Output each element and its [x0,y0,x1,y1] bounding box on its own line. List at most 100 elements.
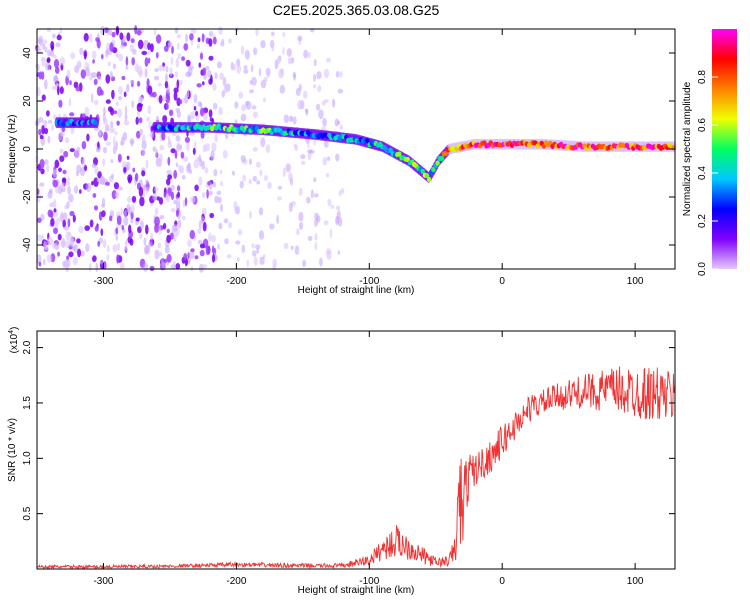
spectrogram-noise-dot [102,238,107,249]
spectrogram-noise-dot [217,196,222,204]
spectrogram-noise-dot [302,259,307,268]
spectrogram-noise-dot [116,215,122,225]
spectrogram-noise-dot [44,244,49,251]
spectrogram-noise-dot [62,169,67,175]
spectrogram-noise-dot [185,33,188,43]
spectrogram-noise-dot [224,238,229,245]
spectrogram-noise-dot [95,262,99,273]
spectrogram-noise-dot [176,145,180,153]
spectrogram-noise-dot [115,191,120,199]
spectrogram-noise-dot [60,131,66,137]
spectrogram-noise-dot [154,249,160,260]
spectrogram-noise-dot [282,167,286,178]
spectrogram-noise-dot [298,83,302,92]
spectrogram-noise-dot [225,132,229,140]
spectrogram-noise-dot [300,154,306,160]
spectrogram-noise-dot [126,32,131,42]
snr-y-tick-label: 2.0 [22,340,33,354]
spectrogram-noise-dot [334,118,340,127]
spectrogram-noise-dot [80,250,85,257]
spectrogram-noise-dot [59,155,65,162]
spectrogram-noise-dot [227,222,233,229]
spectrogram-noise-dot [123,120,130,126]
spectrogram-noise-dot [208,190,213,196]
spectrogram-noise-dot [317,85,322,93]
snr-frame [36,330,676,570]
spectrogram-noise-dot [222,77,227,87]
spectrogram-noise-dot [327,198,332,207]
spectrogram-noise-dot [223,84,228,94]
spectrogram-noise-dot [201,33,205,43]
spectrogram-noise-dot [202,81,205,86]
spectrogram-noise-dot [313,73,317,82]
spectrogram-noise-dot [174,71,178,78]
spectrogram-noise-dot [147,105,152,115]
spectrogram-noise-dot [80,69,87,79]
spectrogram-x-axis: -300 -200 -100 0 100 [93,29,644,287]
snr-y-label: SNR (10 * v/v) [7,418,18,482]
spectrogram-noise-dot [139,220,144,230]
spectrogram-noise-dot [84,225,90,232]
spectrogram-noise-dot [143,237,147,246]
spectrogram-noise-dot [105,181,110,186]
spectrogram-noise-dot [321,100,326,106]
spectrogram-noise-dot [248,158,253,165]
spectrogram-noise-dot [163,191,167,198]
spectrogram-noise-dot [301,160,306,166]
spectrogram-noise-dot [113,182,119,190]
spectrogram-noise-dot [146,78,150,88]
spectrogram-noise-dot [211,142,217,152]
spectrogram-noise-dot [144,68,148,78]
spectrogram-y-axis: -40 -20 0 20 40 [22,47,675,252]
spectrogram-noise-dot [226,254,232,259]
spectrogram-noise-dot [148,241,153,248]
spectrogram-noise-dot [135,116,139,125]
spectrogram-noise-dot [110,107,115,116]
colorbar-tick-label: 0.4 [697,166,708,180]
spectrogram-noise-dot [111,31,116,38]
spectrogram-noise-dot [59,86,64,95]
spectrogram-noise-dot [94,225,99,232]
spectrogram-noise-dot [53,75,59,84]
spectrogram-noise-dot [76,238,81,244]
spectrogram-noise-dot [67,218,71,228]
spectrogram-noise-dot [189,33,194,41]
spectrogram-noise-dot [235,240,241,245]
spectrogram-noise-dot [263,76,268,83]
spectrogram-noise-dot [189,65,194,70]
colorbar-gradient [712,29,737,269]
spectrogram-noise-dot [97,131,102,138]
spectrogram-trace-cell [420,168,425,174]
spectrogram-noise-dot [89,219,94,228]
spectrogram-noise-dot [157,242,162,249]
spectrogram-noise-dot [252,147,258,152]
spectrogram-noise-dot [154,207,159,216]
spectrogram-noise-dot [64,240,71,249]
spectrogram-noise-dot [219,181,224,186]
spectrogram-noise-dot [150,92,154,97]
spectrogram-noise-dot [242,174,247,182]
spectrogram-noise-dot [205,65,210,71]
spectrogram-noise-dot [68,251,74,258]
spectrogram-noise-dot [44,46,48,53]
spectrogram-noise-dot [157,158,163,168]
spectrogram-noise-dot [325,248,332,256]
spectrogram-noise-dot [293,143,298,148]
spectrogram-noise-dot [285,163,291,173]
spectrogram-noise-dot [70,52,76,60]
spectrogram-noise-dot [187,252,190,259]
spectrogram-noise-dot [103,131,108,141]
spectrogram-noise-dot [102,118,108,125]
spectrogram-noise-dot [53,208,57,213]
spectrogram-noise-dot [337,88,344,94]
snr-x-tick-label: -100 [359,576,379,587]
spectrogram-noise-dot [63,258,69,269]
spectrogram-noise-dot [111,190,117,200]
spectrogram-noise-dot [260,137,266,148]
spectrogram-noise-dot [186,142,190,151]
spectrogram-y-tick-label: 0 [22,146,33,152]
spectrogram-noise-dot [216,61,222,69]
spectrogram-y-label: Frequency (Hz) [7,115,18,184]
spectrogram-noise-dot [122,132,128,141]
spectrogram-noise-dot [101,197,106,207]
